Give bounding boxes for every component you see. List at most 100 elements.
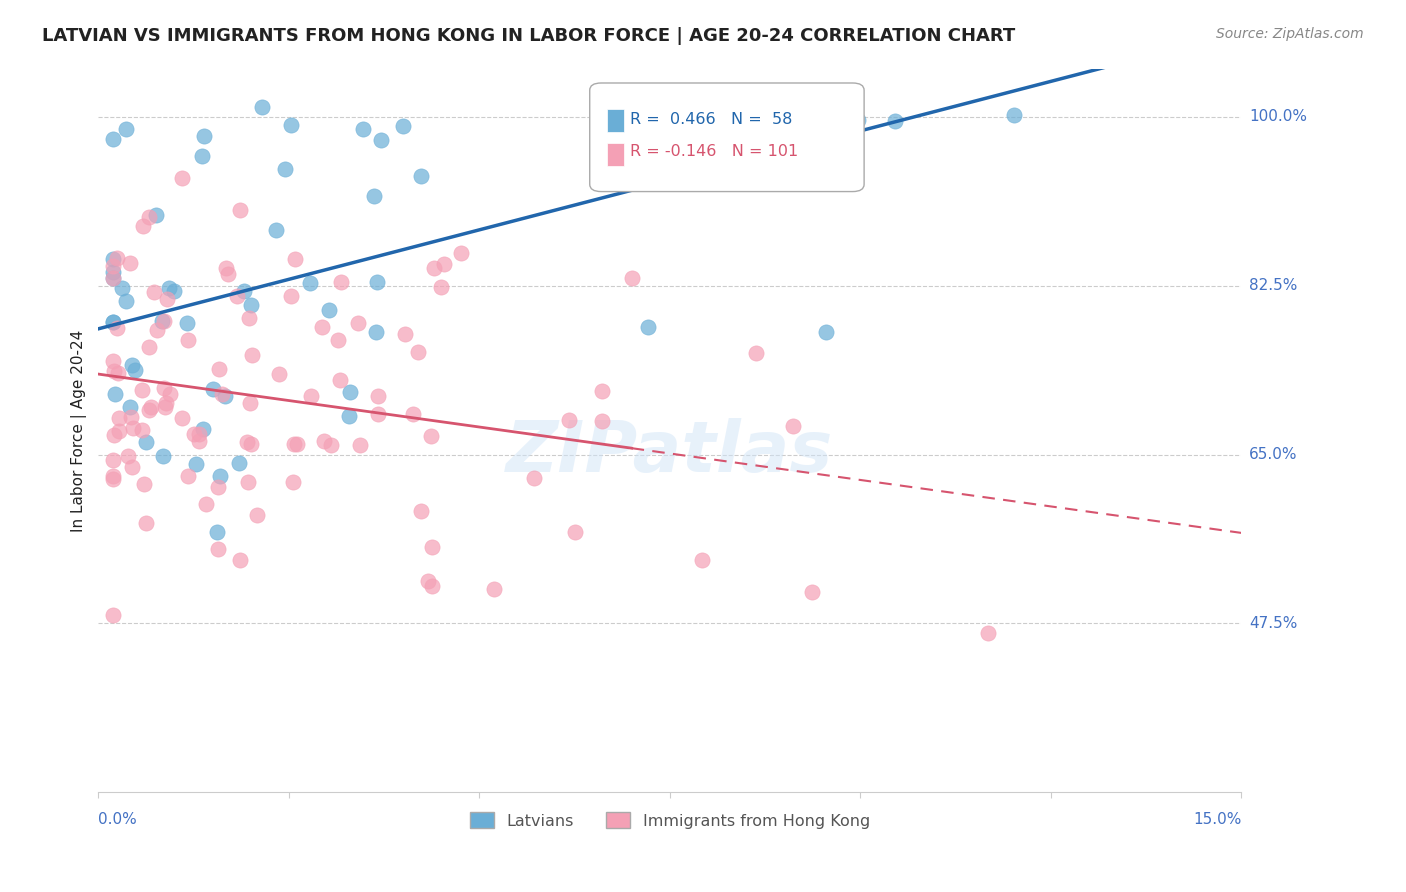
Point (330, 275, 353, 289)
Point (422, 260, 444, 275)
Point (131, 384, 153, 398)
Point (339, 384, 361, 399)
Point (312, 434, 335, 448)
Point (177, 469, 200, 483)
Point (121, 459, 143, 474)
Point (155, 396, 177, 410)
Point (176, 316, 198, 330)
Point (283, 437, 305, 451)
Point (103, 132, 125, 146)
Point (637, 320, 659, 334)
Point (103, 608, 125, 623)
Text: 82.5%: 82.5% (1249, 278, 1298, 293)
Point (246, 508, 269, 522)
Point (138, 402, 160, 417)
Point (193, 128, 215, 143)
Point (713, 163, 735, 178)
Point (170, 170, 193, 185)
Point (201, 382, 224, 396)
Point (280, 289, 302, 303)
Point (326, 333, 349, 347)
Point (280, 118, 302, 132)
Text: 65.0%: 65.0% (1249, 447, 1298, 462)
Point (103, 452, 125, 467)
Point (814, 326, 837, 340)
Point (108, 424, 131, 438)
Point (170, 411, 193, 425)
Point (285, 437, 308, 451)
Point (409, 503, 432, 517)
Point (103, 259, 125, 273)
Text: 47.5%: 47.5% (1249, 615, 1298, 631)
Point (264, 222, 287, 236)
Point (138, 210, 160, 224)
Point (103, 364, 125, 378)
Point (132, 219, 155, 233)
Point (319, 438, 342, 452)
Point (103, 271, 125, 285)
Point (1004, 108, 1026, 122)
Point (366, 275, 388, 289)
Point (183, 426, 205, 441)
Point (644, 114, 666, 128)
Point (103, 468, 125, 483)
Point (142, 285, 165, 299)
Text: ZIPatlas: ZIPatlas (506, 417, 834, 487)
Point (145, 323, 167, 337)
Point (228, 456, 250, 470)
Point (156, 292, 179, 306)
Point (394, 327, 416, 342)
Point (155, 400, 177, 414)
Point (406, 345, 429, 359)
Point (117, 449, 139, 463)
Point (628, 107, 651, 121)
Point (281, 475, 304, 489)
Point (690, 553, 713, 567)
Point (184, 457, 207, 471)
Point (120, 409, 142, 424)
Point (240, 297, 263, 311)
Point (159, 386, 181, 401)
Text: Source: ZipAtlas.com: Source: ZipAtlas.com (1216, 27, 1364, 41)
Point (122, 421, 145, 435)
Point (401, 407, 423, 421)
Point (215, 261, 238, 276)
Point (422, 579, 444, 593)
Point (152, 449, 174, 463)
Text: 100.0%: 100.0% (1249, 110, 1308, 124)
Point (115, 122, 138, 136)
Point (229, 553, 252, 567)
Point (217, 267, 239, 281)
Point (347, 316, 370, 330)
Point (150, 314, 173, 328)
Point (193, 423, 215, 437)
Point (318, 302, 340, 317)
Point (187, 426, 209, 441)
Point (163, 284, 186, 298)
Point (977, 625, 1000, 640)
Point (419, 428, 441, 442)
Point (118, 400, 141, 414)
Point (409, 169, 432, 183)
Point (135, 516, 157, 531)
Point (367, 389, 389, 403)
Point (229, 202, 252, 217)
Point (558, 413, 581, 427)
Point (103, 252, 125, 267)
Point (420, 540, 443, 554)
Point (416, 574, 439, 589)
Point (103, 315, 125, 329)
Point (111, 281, 134, 295)
Text: 15.0%: 15.0% (1194, 812, 1241, 827)
Point (131, 423, 153, 437)
Point (284, 252, 307, 266)
Point (299, 389, 322, 403)
Bar (607, 143, 624, 166)
Point (103, 472, 125, 486)
Point (239, 396, 262, 410)
Point (153, 381, 176, 395)
Point (433, 257, 456, 271)
Point (240, 437, 263, 451)
Point (190, 149, 212, 163)
Point (801, 585, 824, 599)
